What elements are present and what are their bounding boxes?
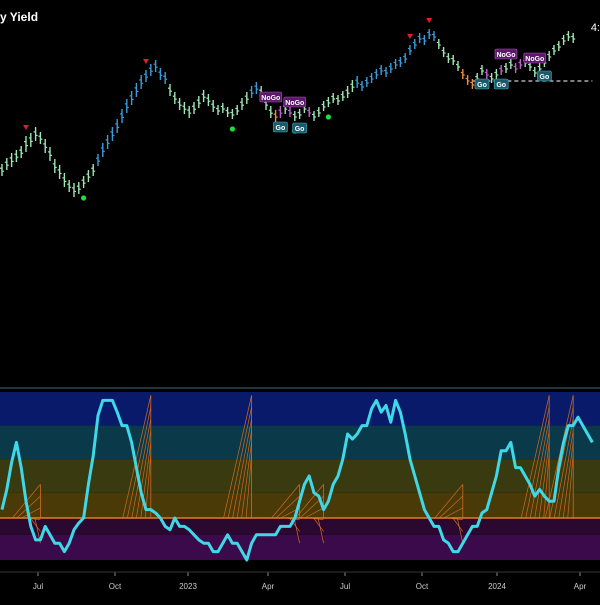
x-axis: Jul Oct 2023 Apr Jul Oct 2024 Apr (0, 571, 600, 591)
nogo-label: NoGo (523, 52, 547, 64)
oscillator-cone-line (140, 442, 152, 519)
oscillator-cone-line (122, 395, 152, 519)
label-box (523, 52, 547, 64)
oscillator-cone-line (295, 484, 324, 519)
oscillator-cone-line (313, 517, 324, 532)
oscillator-cone-line (538, 442, 550, 519)
oscillator-cones (12, 395, 574, 544)
oscillator-band (0, 518, 600, 535)
price-bars (0, 29, 576, 197)
label-box (283, 96, 307, 108)
label-text: Go (496, 82, 506, 89)
oscillator-cone-line (232, 418, 252, 519)
oscillator-cone-line (525, 407, 550, 519)
oscillator-cone-line (520, 395, 550, 519)
label-text: NoGo (285, 100, 304, 107)
oscillator-series-line (0, 398, 594, 562)
go-label: Go (493, 78, 509, 90)
label-text: NoGo (261, 95, 280, 102)
go-label: Go (474, 78, 490, 90)
oscillator-cone-line (534, 430, 550, 519)
oscillator-cone-line (293, 517, 300, 544)
label-box (273, 121, 288, 133)
countertrend-triangle-icon (23, 125, 29, 130)
signal-markers: NoGo Go NoGo Go NoGo Go Go NoGo Go (23, 18, 552, 201)
label-box (537, 70, 552, 82)
oscillator-cone-line (275, 495, 300, 519)
oscillator-band (0, 534, 600, 560)
oscillator-cone-line (434, 484, 464, 519)
label-text: Go (295, 126, 305, 133)
oscillator-cone-line (456, 517, 464, 544)
label-text: Go (276, 125, 286, 132)
go-label: Go (537, 70, 552, 82)
nogo-label: NoGo (494, 48, 518, 60)
x-tick-label: 2024 (488, 582, 506, 591)
label-box (259, 91, 283, 103)
oscillator-cone-line (439, 495, 464, 519)
chart-title: y Yield (0, 10, 39, 24)
oscillator-cone-line (289, 517, 300, 532)
oscillator-cone-line (544, 395, 574, 519)
x-tick-label: Apr (574, 582, 587, 591)
oscillator-cone-line (443, 507, 463, 519)
label-box (493, 78, 509, 90)
oscillator-cone-line (558, 430, 574, 519)
label-box (292, 122, 307, 134)
oscillator-cone-line (271, 484, 300, 519)
oscillator-cone-line (223, 395, 252, 519)
go-trend-dot-icon (81, 195, 87, 201)
oscillator-cone-line (227, 407, 252, 519)
go-label: Go (273, 121, 288, 133)
oscillator-cone-line (241, 442, 252, 519)
label-text: NoGo (525, 56, 544, 63)
label-text: NoGo (496, 52, 515, 59)
oscillator-line (0, 398, 594, 562)
countertrend-triangle-icon (143, 59, 149, 64)
top-right-value: 4: (590, 22, 600, 34)
oscillator-cone-line (567, 454, 574, 519)
oscillator-cone-line (135, 430, 152, 519)
x-tick-label: Oct (109, 582, 122, 591)
oscillator-cone-line (21, 507, 41, 519)
nogo-label: NoGo (283, 96, 307, 108)
go-label: Go (292, 122, 307, 134)
oscillator-cone-line (529, 418, 550, 519)
oscillator-cone-line (131, 418, 152, 519)
label-box (474, 78, 490, 90)
oscillator-cone-line (16, 495, 41, 519)
oscillator-cone-line (317, 517, 324, 544)
oscillator-cone-line (553, 418, 574, 519)
oscillator-cone-line (245, 454, 252, 519)
oscillator-cone-line (304, 507, 324, 519)
oscillator-cone-line (543, 454, 550, 519)
countertrend-triangle-icon (426, 18, 433, 23)
oscillator-cone-line (126, 407, 152, 519)
x-tick-label: 2023 (179, 582, 197, 591)
label-text: Go (477, 82, 487, 89)
oscillator-cone-line (562, 442, 574, 519)
label-text: Go (540, 74, 550, 81)
countertrend-triangle-icon (407, 34, 413, 39)
oscillator-cone-line (236, 430, 252, 519)
x-tick-label: Jul (340, 582, 350, 591)
x-tick-label: Apr (262, 582, 275, 591)
oscillator-cone-line (452, 517, 464, 532)
go-trend-dot-icon (325, 114, 331, 120)
label-box (494, 48, 518, 60)
x-tick-label: Oct (416, 582, 429, 591)
x-tick-label: Jul (33, 582, 43, 591)
go-trend-dot-icon (229, 126, 235, 132)
oscillator-band (0, 392, 600, 426)
nogo-label: NoGo (259, 91, 283, 103)
oscillator-cone-line (30, 517, 41, 532)
